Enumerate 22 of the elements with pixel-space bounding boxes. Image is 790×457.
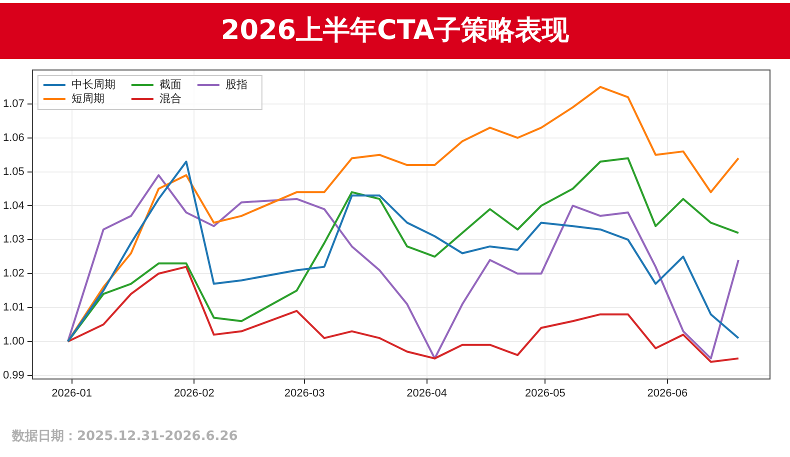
x-tick-label: 2026-03 [284, 387, 325, 400]
legend-label: 短周期 [71, 92, 104, 105]
y-tick-label: 1.06 [2, 132, 24, 144]
y-tick-label: 0.99 [2, 369, 24, 382]
y-tick-label: 1.03 [2, 234, 24, 246]
x-tick-label: 2026-01 [52, 387, 92, 400]
x-tick-label: 2026-05 [524, 387, 566, 400]
legend-label: 混合 [159, 92, 182, 105]
legend-label: 截面 [159, 78, 182, 91]
text: 数据日期：2025.12.31-2026.6.26 [12, 428, 238, 445]
x-tick-label: 2026-06 [647, 387, 688, 400]
y-tick-label: 1.01 [2, 302, 24, 314]
y-tick-label: 1.00 [2, 336, 24, 348]
y-tick-label: 1.05 [2, 166, 24, 178]
y-tick-label: 1.07 [2, 98, 24, 110]
y-tick-label: 1.04 [2, 200, 24, 212]
y-tick-label: 1.02 [2, 268, 24, 280]
chart-title: 2026上半年CTA子策略表现 [0, 3, 790, 59]
x-tick-label: 2026-02 [174, 387, 214, 400]
legend-label: 股指 [225, 78, 248, 91]
legend-label: 中长周期 [71, 78, 116, 91]
x-tick-label: 2026-04 [406, 387, 448, 400]
